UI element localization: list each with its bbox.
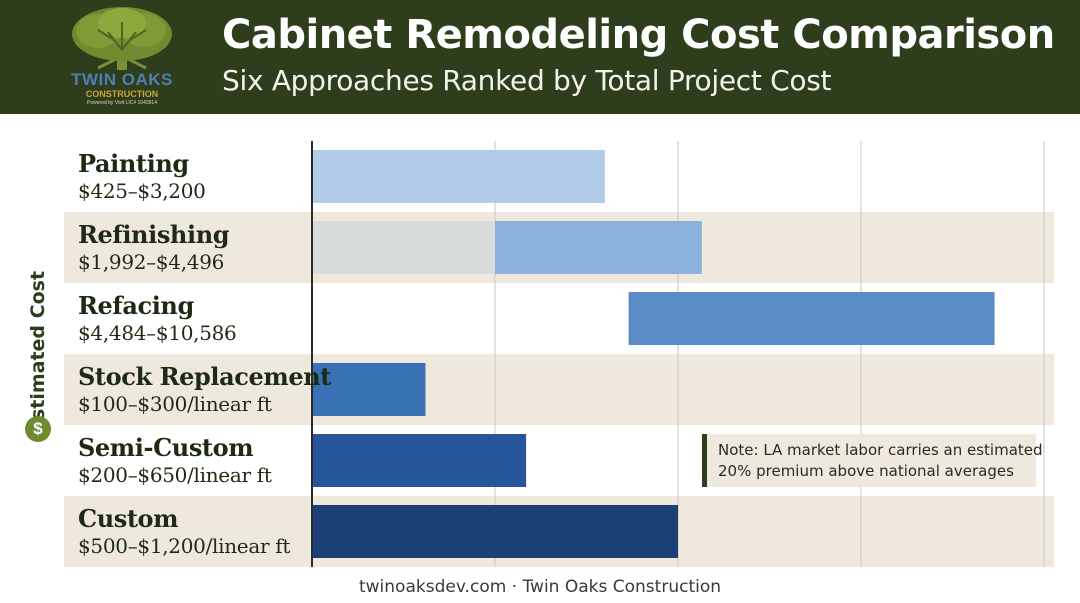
note-callout: Note: LA market labor carries an estimat… (702, 434, 1043, 487)
category-name: Refacing (78, 291, 194, 320)
logo-subtitle: CONSTRUCTION (85, 89, 159, 99)
y-axis-label: Estimated Cost (27, 270, 49, 434)
logo-tagline: Powered by Visit LIC# 1043914 (87, 100, 157, 106)
logo: TWIN OAKS CONSTRUCTION Powered by Visit … (58, 6, 186, 110)
bar (495, 221, 702, 274)
category-name: Semi-Custom (78, 433, 254, 462)
row-band (64, 354, 1054, 425)
category-range: $4,484–$10,586 (78, 321, 237, 345)
category-range: $100–$300/linear ft (78, 392, 272, 416)
category-name: Refinishing (78, 220, 230, 249)
bar (312, 150, 605, 203)
footer: twinoaksdev.com · Twin Oaks Construction (358, 577, 722, 597)
category-range: $500–$1,200/linear ft (78, 534, 291, 558)
page-subtitle: Six Approaches Ranked by Total Project C… (222, 64, 832, 97)
bar (312, 434, 527, 487)
bar (312, 363, 426, 416)
category-name: Stock Replacement (78, 362, 331, 391)
header-banner: TWIN OAKS CONSTRUCTION Powered by Visit … (0, 0, 1080, 114)
logo-name: TWIN OAKS (71, 70, 173, 89)
category-range: $425–$3,200 (78, 179, 206, 203)
note-line-2: 20% premium above national averages (718, 462, 1014, 480)
page-title: Cabinet Remodeling Cost Comparison (222, 12, 1055, 58)
bar-base-segment (312, 221, 495, 274)
bar (628, 292, 995, 345)
category-range: $200–$650/linear ft (78, 463, 272, 487)
category-name: Custom (78, 504, 179, 533)
oak-tree-icon (72, 7, 172, 70)
dollar-icon: $ (25, 416, 51, 442)
bar (312, 505, 678, 558)
category-name: Painting (78, 149, 189, 178)
category-range: $1,992–$4,496 (78, 250, 225, 274)
note-line-1: Note: LA market labor carries an estimat… (718, 441, 1043, 459)
